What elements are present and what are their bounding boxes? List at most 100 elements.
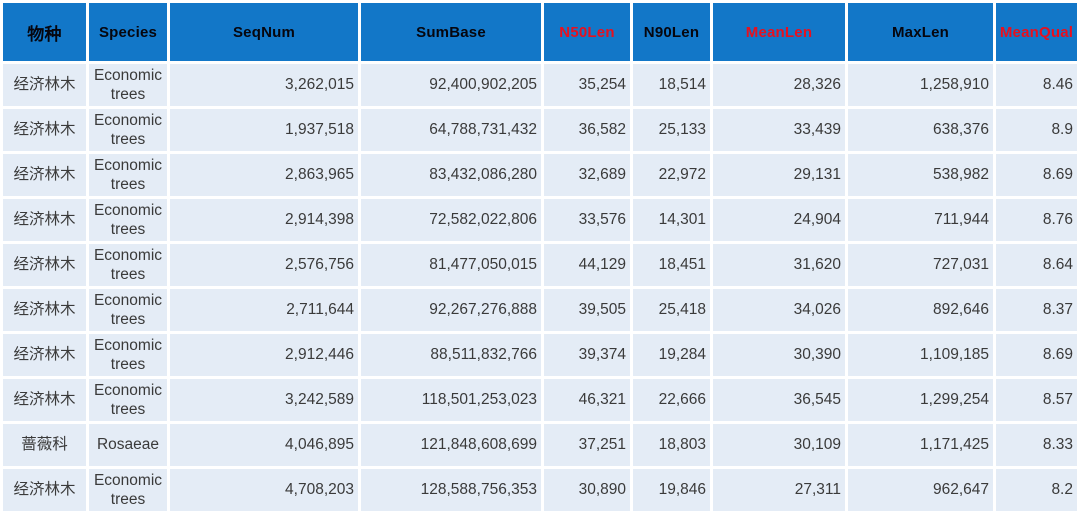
- cell-meanlen: 34,026: [713, 289, 845, 331]
- assembly-stats-table: 物种 Species SeqNum SumBase N50Len N90Len MeanLe…: [3, 3, 1077, 511]
- cell-maxlen: 962,647: [848, 469, 993, 511]
- cell-meanlen: 30,390: [713, 334, 845, 376]
- cell-meanlen: 30,109: [713, 424, 845, 466]
- cell-n90len: 18,451: [633, 244, 710, 286]
- cell-n50len: 44,129: [544, 244, 630, 286]
- cell-seqnum: 2,576,756: [170, 244, 358, 286]
- table-row: 经济林木 Economic trees 4,708,203 128,588,756,3…: [3, 469, 1077, 511]
- cell-species_en: Economic trees: [89, 109, 167, 151]
- table-row: 经济林木 Economic trees 2,912,446 88,511,832,76…: [3, 334, 1077, 376]
- cell-maxlen: 1,299,254: [848, 379, 993, 421]
- cell-n90len: 18,803: [633, 424, 710, 466]
- cell-n50len: 39,374: [544, 334, 630, 376]
- cell-species_cn: 经济林木: [3, 469, 86, 511]
- cell-n90len: 22,666: [633, 379, 710, 421]
- cell-n50len: 32,689: [544, 154, 630, 196]
- cell-species_cn: 经济林木: [3, 289, 86, 331]
- cell-species_cn: 经济林木: [3, 244, 86, 286]
- cell-meanlen: 33,439: [713, 109, 845, 151]
- cell-seqnum: 3,242,589: [170, 379, 358, 421]
- cell-meanqual: 8.46: [996, 64, 1077, 106]
- cell-seqnum: 2,711,644: [170, 289, 358, 331]
- cell-sumbase: 92,267,276,888: [361, 289, 541, 331]
- table-body: 经济林木 Economic trees 3,262,015 92,400,902,20…: [3, 64, 1077, 511]
- cell-n50len: 36,582: [544, 109, 630, 151]
- cell-sumbase: 118,501,253,023: [361, 379, 541, 421]
- cell-meanqual: 8.37: [996, 289, 1077, 331]
- column-header-meanlen: MeanLen: [713, 3, 845, 61]
- cell-seqnum: 3,262,015: [170, 64, 358, 106]
- cell-meanqual: 8.69: [996, 154, 1077, 196]
- cell-species_cn: 蔷薇科: [3, 424, 86, 466]
- cell-species_en: Economic trees: [89, 154, 167, 196]
- header-row: 物种 Species SeqNum SumBase N50Len N90Len MeanLe…: [3, 3, 1077, 61]
- cell-maxlen: 538,982: [848, 154, 993, 196]
- cell-n50len: 35,254: [544, 64, 630, 106]
- table-row: 经济林木 Economic trees 2,914,398 72,582,022,80…: [3, 199, 1077, 241]
- cell-n90len: 18,514: [633, 64, 710, 106]
- cell-species_cn: 经济林木: [3, 199, 86, 241]
- column-header-n50len: N50Len: [544, 3, 630, 61]
- cell-n90len: 25,133: [633, 109, 710, 151]
- cell-maxlen: 892,646: [848, 289, 993, 331]
- cell-species_cn: 经济林木: [3, 379, 86, 421]
- cell-species_cn: 经济林木: [3, 154, 86, 196]
- cell-maxlen: 711,944: [848, 199, 993, 241]
- cell-species_cn: 经济林木: [3, 64, 86, 106]
- table-row: 经济林木 Economic trees 3,242,589 118,501,253,0…: [3, 379, 1077, 421]
- column-header-maxlen: MaxLen: [848, 3, 993, 61]
- cell-sumbase: 88,511,832,766: [361, 334, 541, 376]
- cell-n90len: 14,301: [633, 199, 710, 241]
- cell-species_en: Economic trees: [89, 379, 167, 421]
- column-header-species_en: Species: [89, 3, 167, 61]
- column-header-species_cn: 物种: [3, 3, 86, 61]
- cell-seqnum: 2,912,446: [170, 334, 358, 376]
- cell-meanqual: 8.9: [996, 109, 1077, 151]
- table-row: 经济林木 Economic trees 2,863,965 83,432,086,28…: [3, 154, 1077, 196]
- cell-species_en: Economic trees: [89, 289, 167, 331]
- cell-n50len: 39,505: [544, 289, 630, 331]
- cell-species_en: Economic trees: [89, 199, 167, 241]
- cell-maxlen: 638,376: [848, 109, 993, 151]
- cell-species_cn: 经济林木: [3, 109, 86, 151]
- cell-seqnum: 4,708,203: [170, 469, 358, 511]
- cell-n50len: 46,321: [544, 379, 630, 421]
- cell-meanqual: 8.69: [996, 334, 1077, 376]
- cell-sumbase: 72,582,022,806: [361, 199, 541, 241]
- cell-sumbase: 64,788,731,432: [361, 109, 541, 151]
- cell-meanqual: 8.76: [996, 199, 1077, 241]
- cell-meanlen: 29,131: [713, 154, 845, 196]
- cell-species_en: Economic trees: [89, 64, 167, 106]
- cell-maxlen: 1,171,425: [848, 424, 993, 466]
- cell-maxlen: 1,258,910: [848, 64, 993, 106]
- cell-meanlen: 28,326: [713, 64, 845, 106]
- cell-species_cn: 经济林木: [3, 334, 86, 376]
- cell-species_en: Economic trees: [89, 334, 167, 376]
- cell-seqnum: 2,914,398: [170, 199, 358, 241]
- cell-n50len: 37,251: [544, 424, 630, 466]
- table-row: 经济林木 Economic trees 2,711,644 92,267,276,88…: [3, 289, 1077, 331]
- cell-n50len: 30,890: [544, 469, 630, 511]
- cell-meanqual: 8.2: [996, 469, 1077, 511]
- cell-species_en: Economic trees: [89, 244, 167, 286]
- cell-meanqual: 8.57: [996, 379, 1077, 421]
- cell-maxlen: 727,031: [848, 244, 993, 286]
- cell-sumbase: 121,848,608,699: [361, 424, 541, 466]
- table-header: 物种 Species SeqNum SumBase N50Len N90Len MeanLe…: [3, 3, 1077, 61]
- cell-n90len: 19,846: [633, 469, 710, 511]
- table-row: 蔷薇科 Rosaeae 4,046,895 121,848,608,699 37,251…: [3, 424, 1077, 466]
- cell-sumbase: 92,400,902,205: [361, 64, 541, 106]
- column-header-seqnum: SeqNum: [170, 3, 358, 61]
- cell-meanqual: 8.64: [996, 244, 1077, 286]
- cell-meanlen: 24,904: [713, 199, 845, 241]
- cell-species_en: Economic trees: [89, 469, 167, 511]
- cell-seqnum: 2,863,965: [170, 154, 358, 196]
- table-row: 经济林木 Economic trees 3,262,015 92,400,902,20…: [3, 64, 1077, 106]
- cell-n90len: 25,418: [633, 289, 710, 331]
- table-row: 经济林木 Economic trees 1,937,518 64,788,731,43…: [3, 109, 1077, 151]
- cell-species_en: Rosaeae: [89, 424, 167, 466]
- cell-sumbase: 83,432,086,280: [361, 154, 541, 196]
- cell-meanlen: 36,545: [713, 379, 845, 421]
- cell-n90len: 19,284: [633, 334, 710, 376]
- table-row: 经济林木 Economic trees 2,576,756 81,477,050,01…: [3, 244, 1077, 286]
